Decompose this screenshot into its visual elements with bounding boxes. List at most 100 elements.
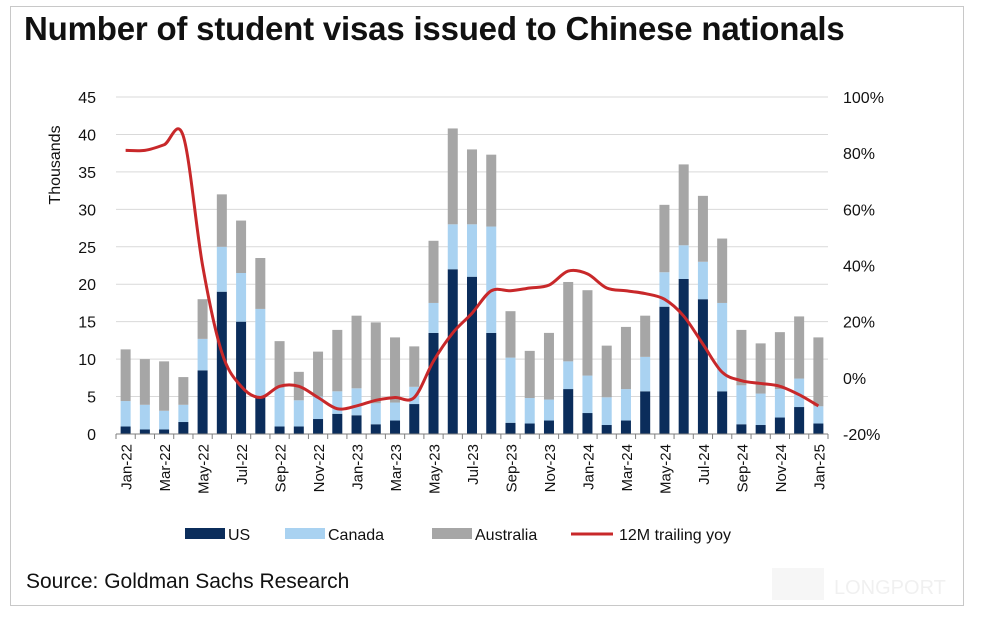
x-tick-label: May-24 <box>657 444 674 494</box>
bar-us <box>601 425 612 434</box>
x-tick-label: Jul-24 <box>696 444 713 485</box>
right-tick-label: -20% <box>843 427 880 444</box>
x-tick-label: Sep-24 <box>734 444 751 492</box>
left-tick-label: 35 <box>78 165 96 182</box>
bar-canada <box>505 357 516 423</box>
bar-canada <box>717 302 728 392</box>
x-tick-label: Jul-22 <box>234 444 251 485</box>
bar-australia <box>447 128 458 225</box>
bar-australia <box>390 337 401 403</box>
legend-swatch <box>432 528 472 539</box>
left-tick-label: 45 <box>78 90 96 107</box>
legend-label: Australia <box>475 527 537 544</box>
bar-us <box>736 424 747 434</box>
x-tick-label: Jan-24 <box>580 444 597 490</box>
bar-canada <box>313 396 324 420</box>
bar-australia <box>563 281 574 362</box>
left-tick-label: 10 <box>78 352 96 369</box>
bar-us <box>486 332 497 434</box>
bar-canada <box>755 393 766 426</box>
bar-canada <box>640 356 651 392</box>
bar-australia <box>505 311 516 358</box>
bar-australia <box>582 290 593 376</box>
bar-australia <box>120 349 131 402</box>
right-tick-label: 60% <box>843 202 875 219</box>
bar-australia <box>640 315 651 357</box>
legend-swatch <box>285 528 325 539</box>
bar-canada <box>659 272 670 307</box>
bar-australia <box>428 240 439 303</box>
x-tick-label: Mar-24 <box>619 444 636 492</box>
bar-canada <box>524 398 535 424</box>
bar-canada <box>678 245 689 279</box>
legend: US Canada Australia 12M trailing yoy <box>185 527 731 544</box>
bar-us <box>274 426 285 434</box>
bar-us <box>678 278 689 434</box>
bar-australia <box>697 195 708 262</box>
bar-canada <box>543 399 554 421</box>
left-tick-label: 20 <box>78 277 96 294</box>
bar-canada <box>255 308 266 397</box>
bar-us <box>390 420 401 434</box>
watermark-logo-icon <box>772 568 824 600</box>
bar-us <box>620 420 631 434</box>
bar-us <box>563 389 574 434</box>
right-tick-label: 0% <box>843 371 866 388</box>
bar-us <box>370 424 381 434</box>
x-tick-label: Nov-24 <box>773 444 790 492</box>
bar-australia <box>486 154 497 227</box>
left-tick-label: 40 <box>78 127 96 144</box>
bar-australia <box>813 337 824 407</box>
bar-us <box>524 423 535 434</box>
bar-australia <box>620 326 631 390</box>
bar-australia <box>139 359 150 405</box>
bar-australia <box>236 220 247 273</box>
bar-canada <box>697 261 708 300</box>
bar-us <box>120 426 131 434</box>
bar-australia <box>216 194 227 247</box>
bar-canada <box>216 246 227 292</box>
legend-label: 12M trailing yoy <box>619 527 731 544</box>
right-tick-label: 100% <box>843 90 884 107</box>
bar-australia <box>678 164 689 246</box>
line-12m-trailing-yoy <box>125 127 820 411</box>
bar-canada <box>736 385 747 425</box>
bar-us <box>255 396 266 434</box>
x-tick-label: May-22 <box>196 444 213 494</box>
x-tick-label: Jan-25 <box>811 444 828 490</box>
bar-canada <box>390 402 401 421</box>
bar-australia <box>774 332 785 390</box>
bar-us <box>159 429 170 434</box>
bars <box>120 128 824 434</box>
bar-canada <box>236 272 247 322</box>
bar-us <box>794 407 805 434</box>
bar-canada <box>794 378 805 408</box>
bar-canada <box>563 361 574 390</box>
bar-australia <box>178 377 189 405</box>
bar-us <box>428 332 439 434</box>
longport-watermark: LONGPORT <box>772 568 946 600</box>
right-tick-label: 80% <box>843 146 875 163</box>
bar-us <box>409 404 420 434</box>
bar-australia <box>543 332 554 400</box>
bar-us <box>351 415 362 434</box>
bar-us <box>813 423 824 434</box>
bar-us <box>313 419 324 434</box>
x-tick-label: Nov-22 <box>311 444 328 492</box>
right-tick-label: 40% <box>843 259 875 276</box>
bar-canada <box>428 302 439 333</box>
bar-canada <box>582 375 593 414</box>
bar-canada <box>332 391 343 414</box>
watermark-text: LONGPORT <box>834 577 946 599</box>
x-tick-label: Sep-23 <box>503 444 520 492</box>
bar-us <box>543 420 554 434</box>
bar-australia <box>755 343 766 394</box>
bar-australia <box>524 350 535 399</box>
bar-canada <box>620 389 631 421</box>
bar-canada <box>774 389 785 418</box>
x-tick-label: Sep-22 <box>273 444 290 492</box>
left-tick-label: 25 <box>78 240 96 257</box>
bar-canada <box>813 406 824 424</box>
bar-australia <box>794 316 805 379</box>
